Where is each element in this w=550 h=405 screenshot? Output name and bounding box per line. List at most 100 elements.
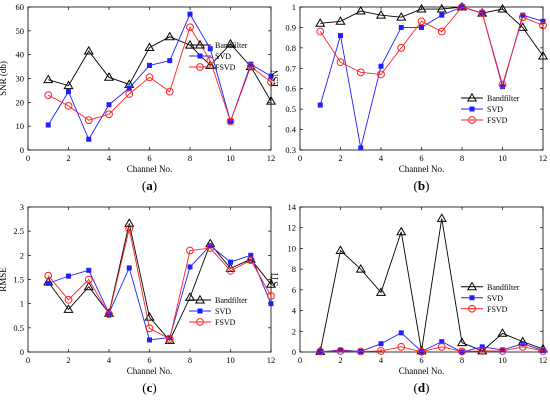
y-tick-label: 3 (20, 202, 24, 212)
data-point (498, 80, 507, 89)
data-point (206, 244, 215, 252)
data-point (248, 61, 254, 67)
data-point (267, 78, 275, 86)
legend-entry: SVD (215, 52, 231, 61)
data-point (83, 281, 94, 291)
data-point (86, 267, 92, 273)
x-tick-label: 8 (460, 153, 464, 163)
data-point (437, 27, 446, 36)
data-point (64, 102, 73, 110)
panel-label: (a) (142, 178, 157, 193)
legend-entry: SVD (487, 105, 503, 114)
x-tick-label: 0 (298, 355, 302, 365)
x-tick-label: 6 (419, 355, 423, 365)
x-tick-label: 2 (66, 153, 70, 163)
legend-marker (468, 304, 476, 313)
legend-entry: Bandfilter (487, 283, 520, 292)
x-tick-label: 2 (338, 355, 342, 365)
data-point (105, 310, 113, 319)
series-bandfilter (315, 1, 549, 60)
data-point (397, 43, 406, 52)
data-point (206, 56, 215, 65)
data-point (458, 3, 466, 11)
x-tick-label: 6 (147, 355, 151, 365)
data-point (184, 39, 196, 49)
legend: Bandfilter SVD FSVD (189, 294, 248, 327)
data-point (396, 12, 407, 21)
data-point (144, 42, 155, 51)
data-point (378, 63, 384, 69)
series-svd (45, 11, 274, 142)
y-tick-label: 50 (16, 26, 25, 36)
legend-marker (466, 281, 478, 291)
legend-marker (197, 308, 203, 314)
x-axis-label: Channel No. (127, 366, 173, 376)
x-tick-label: 2 (338, 153, 342, 163)
legend-marker (469, 106, 475, 112)
data-point (167, 58, 173, 64)
data-point (147, 62, 153, 68)
series-line (319, 6, 544, 87)
data-point (316, 347, 325, 356)
data-point (518, 13, 527, 22)
legend-entry: SVD (487, 294, 503, 303)
series-svd (317, 330, 546, 355)
y-tick-label: 10 (16, 121, 25, 131)
series-line (47, 13, 272, 141)
data-point (396, 226, 407, 236)
data-point (86, 136, 92, 142)
data-point (479, 344, 485, 350)
y-tick-label: 1 (292, 2, 296, 12)
x-axis-label: Channel No. (399, 164, 445, 174)
panel-4: 0 2 4 6 8 10 12 0 2 4 6 8 10 12 14 Channel No. STI Bandfi… (270, 202, 549, 395)
legend: Bandfilter SVD FSVD (461, 92, 520, 125)
data-point (336, 347, 345, 355)
y-axis-label: RMSE (0, 267, 8, 292)
x-tick-label: 4 (379, 153, 384, 163)
data-point (64, 295, 73, 304)
y-tick-label: 0.9 (285, 22, 296, 32)
y-tick-label: 1 (20, 299, 24, 309)
data-point (145, 324, 154, 333)
data-point (267, 292, 275, 300)
data-point (245, 254, 256, 263)
data-point (226, 117, 235, 126)
data-point (83, 45, 94, 55)
panel-3: 0 2 4 6 8 10 12 0 0.5 1 1.5 2 2.5 3 Channel No. RMSE Ban… (0, 202, 277, 395)
x-tick-label: 4 (107, 355, 112, 365)
data-point (497, 3, 508, 13)
x-tick-label: 12 (267, 355, 276, 365)
data-point (165, 335, 174, 343)
data-point (207, 243, 213, 249)
y-tick-label: 0 (20, 145, 24, 155)
y-tick-label: 0.6 (285, 84, 296, 94)
data-point (268, 301, 274, 307)
data-point (539, 21, 547, 30)
x-axis-label: Channel No. (399, 366, 445, 376)
plot-area (299, 206, 544, 353)
data-point (187, 11, 193, 17)
data-point (317, 102, 323, 108)
x-tick-label: 8 (188, 355, 192, 365)
x-tick-label: 10 (498, 153, 507, 163)
series-line (320, 6, 544, 57)
data-point (63, 304, 74, 313)
data-point (436, 3, 447, 13)
data-point (418, 24, 424, 30)
x-tick-label: 10 (226, 355, 235, 365)
data-point (43, 74, 54, 84)
data-point (265, 279, 277, 288)
data-point (337, 33, 343, 39)
x-tick-label: 12 (539, 355, 548, 365)
x-tick-label: 8 (188, 153, 192, 163)
data-point (417, 347, 426, 356)
y-tick-label: 10 (288, 243, 297, 253)
data-point (165, 87, 174, 96)
y-tick-label: 0 (20, 347, 24, 357)
y-tick-label: 40 (16, 50, 25, 60)
data-point (436, 213, 447, 222)
legend-marker (196, 318, 204, 326)
data-point (497, 328, 508, 337)
data-point (66, 273, 72, 279)
